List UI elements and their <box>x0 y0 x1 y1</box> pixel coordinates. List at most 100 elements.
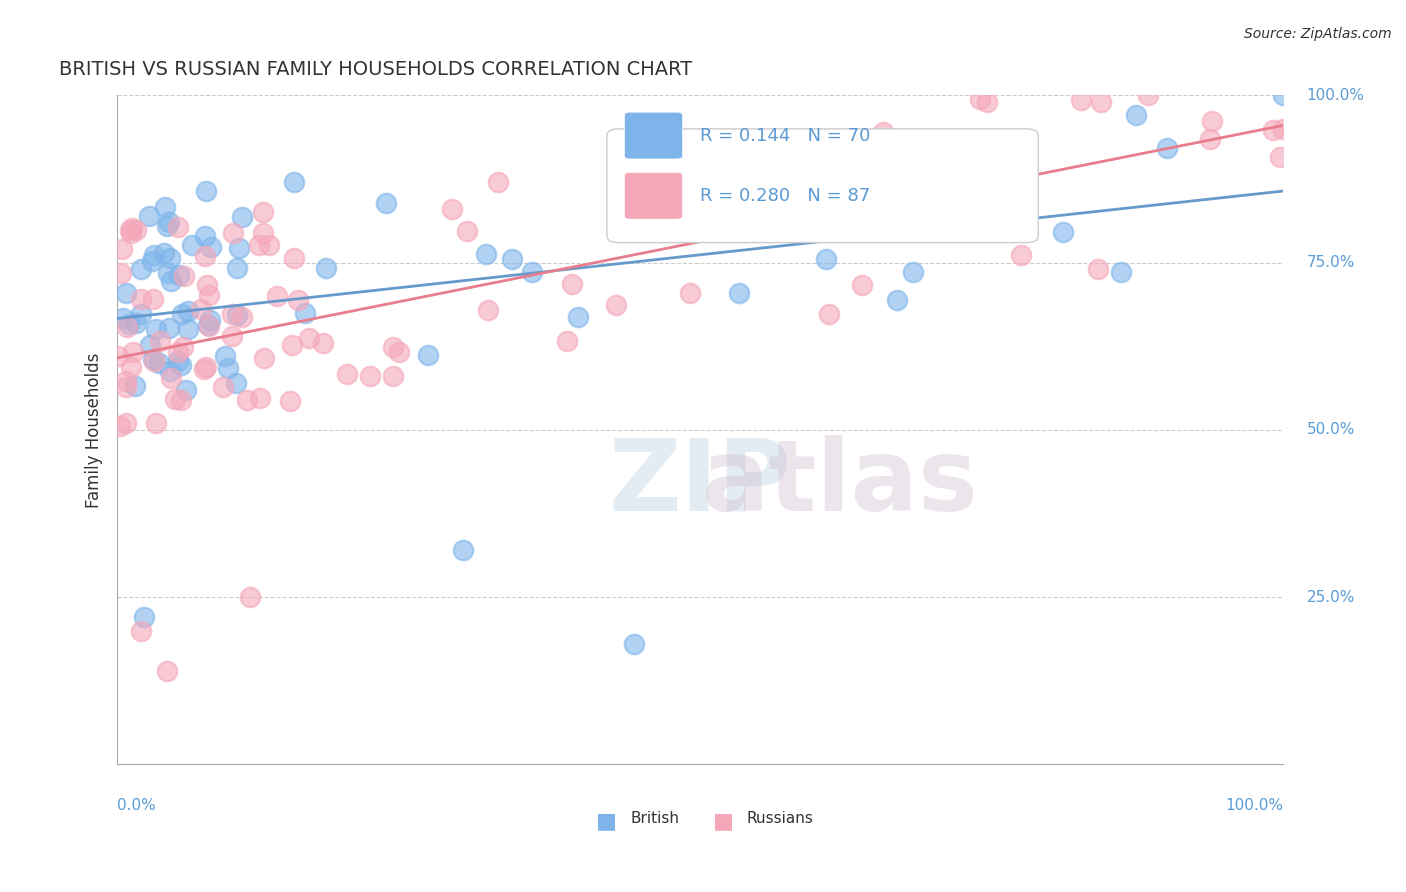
Point <box>605 297 627 311</box>
Text: BRITISH VS RUSSIAN FAMILY HOUSEHOLDS CORRELATION CHART: BRITISH VS RUSSIAN FAMILY HOUSEHOLDS COR… <box>59 60 692 78</box>
Point <box>149 334 172 348</box>
Point <box>194 248 217 262</box>
Text: Source: ZipAtlas.com: Source: ZipAtlas.com <box>1244 27 1392 41</box>
Point <box>1010 248 1032 262</box>
Text: ■: ■ <box>596 811 617 831</box>
Point <box>249 391 271 405</box>
Point <box>474 247 496 261</box>
Point <box>174 383 197 397</box>
Point <box>125 316 148 330</box>
Point <box>131 307 153 321</box>
Point <box>1272 121 1295 136</box>
Point <box>148 356 170 370</box>
Point <box>375 195 398 210</box>
Point <box>1268 150 1291 164</box>
Point <box>157 320 180 334</box>
Point <box>388 345 411 359</box>
Point <box>486 175 509 189</box>
Point <box>198 313 221 327</box>
Point <box>111 310 134 325</box>
Point <box>315 261 337 276</box>
Point <box>159 364 181 378</box>
Point <box>257 238 280 252</box>
Point <box>381 340 404 354</box>
Point <box>177 303 200 318</box>
FancyBboxPatch shape <box>624 112 683 159</box>
Point <box>456 224 478 238</box>
Point <box>283 175 305 189</box>
Point <box>120 226 142 240</box>
Point <box>659 162 682 177</box>
Point <box>167 219 190 234</box>
Point <box>963 172 986 186</box>
Point <box>129 292 152 306</box>
Point <box>758 173 780 187</box>
Point <box>167 268 190 283</box>
Point <box>117 318 139 332</box>
Point <box>567 310 589 325</box>
Point <box>235 393 257 408</box>
Point <box>336 367 359 381</box>
Point <box>190 302 212 317</box>
Point <box>153 200 176 214</box>
Point <box>120 360 142 375</box>
Point <box>1137 88 1160 103</box>
Point <box>228 240 250 254</box>
Point <box>172 307 194 321</box>
Point <box>623 637 645 651</box>
Point <box>138 338 160 352</box>
Point <box>214 349 236 363</box>
Text: 100.0%: 100.0% <box>1306 88 1364 103</box>
Point <box>281 338 304 352</box>
Point <box>900 224 922 238</box>
Point <box>381 369 404 384</box>
Point <box>886 293 908 307</box>
Point <box>221 329 243 343</box>
FancyBboxPatch shape <box>624 172 683 219</box>
Point <box>197 318 219 333</box>
Point <box>142 292 165 306</box>
Point <box>1201 114 1223 128</box>
Point <box>159 371 181 385</box>
Point <box>278 393 301 408</box>
Point <box>159 252 181 266</box>
Point <box>770 196 793 211</box>
Point <box>226 308 249 322</box>
Point <box>157 266 180 280</box>
Point <box>901 265 924 279</box>
Point <box>501 252 523 266</box>
Point <box>165 392 187 407</box>
Text: British: British <box>630 811 679 826</box>
Point <box>200 240 222 254</box>
Point <box>110 419 132 434</box>
Point <box>222 226 245 240</box>
Point <box>142 352 165 367</box>
Point <box>557 334 579 348</box>
Point <box>217 361 239 376</box>
Point <box>974 204 997 219</box>
Text: ZIP: ZIP <box>609 435 792 532</box>
Point <box>181 238 204 252</box>
Point <box>169 358 191 372</box>
Point <box>728 286 751 301</box>
Point <box>121 345 143 359</box>
Point <box>166 344 188 359</box>
Point <box>138 209 160 223</box>
Point <box>1199 132 1222 146</box>
Point <box>194 229 217 244</box>
Point <box>125 223 148 237</box>
Point <box>160 274 183 288</box>
Point <box>266 289 288 303</box>
FancyBboxPatch shape <box>607 128 1038 243</box>
Point <box>1109 265 1132 279</box>
Point <box>477 303 499 318</box>
Point <box>1156 141 1178 155</box>
Text: ■: ■ <box>713 811 734 831</box>
Point <box>815 252 838 266</box>
Point <box>1263 123 1285 137</box>
Text: 25.0%: 25.0% <box>1306 590 1355 605</box>
Point <box>193 362 215 376</box>
Point <box>142 247 165 261</box>
Point <box>143 354 166 368</box>
Point <box>848 224 870 238</box>
